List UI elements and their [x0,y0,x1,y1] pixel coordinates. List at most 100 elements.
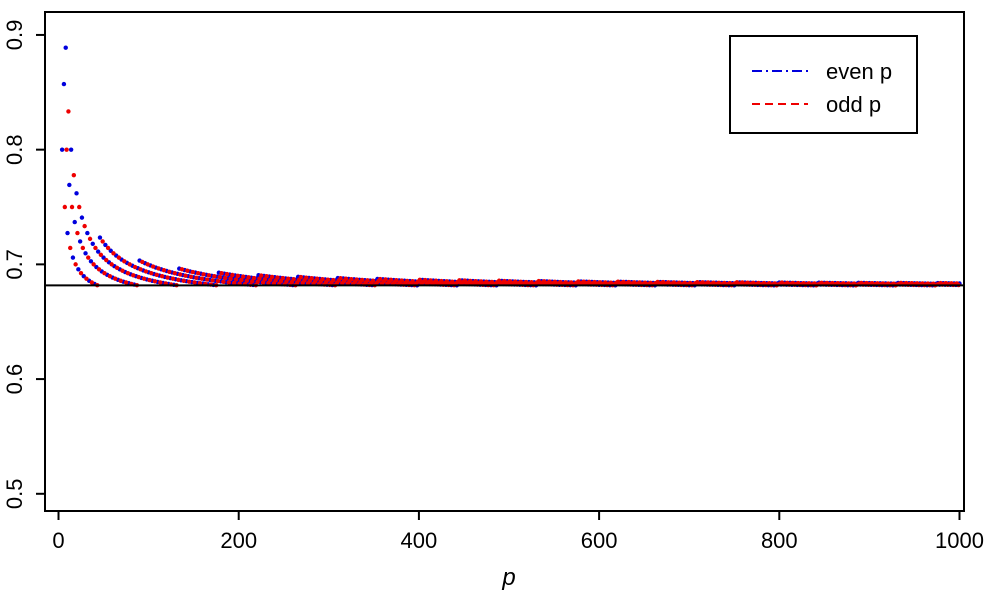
data-point-odd [185,268,190,273]
x-tick-label: 600 [581,528,618,553]
data-point-even [79,215,85,220]
data-point-odd [478,279,484,284]
data-point-odd [181,278,186,283]
data-point-odd [383,277,388,282]
data-point-odd [221,279,226,285]
data-point-odd [172,270,177,276]
data-point-odd [359,277,365,283]
x-axis: 0 200 400 600 800 1000 [52,511,984,553]
data-point-odd [158,280,163,285]
data-point-even [59,147,65,152]
data-point-odd [417,277,423,282]
data-point-odd [127,262,132,267]
data-point-odd [219,270,224,276]
x-tick-label: 800 [761,528,798,553]
x-tick-label: 200 [220,528,257,553]
data-point-odd [404,278,410,284]
y-tick-label: 0.5 [2,478,27,509]
legend-label-odd: odd p [826,92,881,117]
data-point-even [63,45,68,50]
data-point-odd [228,276,233,281]
y-tick-label: 0.9 [2,20,27,51]
data-point-odd [71,172,77,178]
data-point-odd [199,276,204,281]
data-point-odd [102,270,107,276]
data-point-odd [176,277,181,282]
data-point-odd [131,273,136,278]
data-point-odd [197,281,203,286]
data-point-odd [161,268,167,273]
data-point-even [72,219,77,225]
data-point-even [74,191,79,196]
data-point-odd [136,274,141,280]
data-point-odd [68,245,73,251]
data-point-odd [177,272,183,277]
data-point-odd [226,280,231,285]
data-point-odd [75,230,80,236]
data-point-odd [457,278,462,283]
data-point-odd [78,270,84,276]
data-point-odd [82,223,87,229]
data-point-even [97,235,103,240]
data-point-odd [331,277,336,283]
data-point-odd [291,277,296,282]
data-point-odd [152,279,158,284]
data-point-odd [66,109,71,114]
data-point-odd [69,204,75,210]
data-point-odd [377,276,383,282]
data-point-odd [349,276,354,282]
data-point-odd [194,275,199,280]
data-point-odd [217,274,222,280]
data-point-even [103,242,108,248]
data-point-odd [98,252,104,258]
y-tick-label: 0.8 [2,134,27,165]
data-point-odd [224,271,230,277]
data-point-odd [80,245,86,251]
data-point-odd [269,274,275,280]
x-tick-label: 1000 [935,528,984,553]
legend-label-even: even p [826,59,892,84]
data-point-even [95,249,101,254]
data-point-odd [246,275,251,280]
data-point-odd [167,269,172,274]
data-point-odd [235,273,241,279]
data-point-odd [84,276,89,281]
y-tick-label: 0.6 [2,364,27,395]
data-point-odd [462,278,468,283]
data-point-odd [230,272,235,278]
data-point-odd [89,280,95,285]
data-point-even [68,147,74,152]
data-point-odd [188,274,194,279]
data-point-even [67,182,72,188]
data-point-odd [244,278,250,283]
data-point-odd [96,267,102,272]
data-point-odd [143,269,149,274]
data-point-odd [132,264,138,270]
data-point-odd [232,280,237,286]
data-point-odd [113,276,118,281]
data-point-odd [156,266,161,271]
data-point-odd [186,279,192,284]
data-point-odd [410,279,415,284]
data-point-odd [450,279,455,284]
data-point-odd [444,279,450,284]
data-point-odd [114,265,120,271]
data-point-odd [320,276,325,282]
data-point-odd [140,259,145,265]
data-point-odd [170,276,176,281]
data-point-odd [141,276,147,281]
data-point-odd [484,279,489,284]
data-point-odd [473,278,478,284]
data-point-odd [210,278,215,283]
data-point-odd [100,239,105,244]
data-point-odd [73,262,78,267]
data-point-odd [86,255,91,260]
data-point-odd [223,275,228,281]
data-point-odd [365,278,370,283]
data-point-odd [77,204,82,210]
data-point-odd [111,251,116,256]
data-point-odd [120,268,125,273]
data-point-odd [264,274,269,279]
data-point-odd [370,278,376,283]
data-point-odd [394,278,399,283]
